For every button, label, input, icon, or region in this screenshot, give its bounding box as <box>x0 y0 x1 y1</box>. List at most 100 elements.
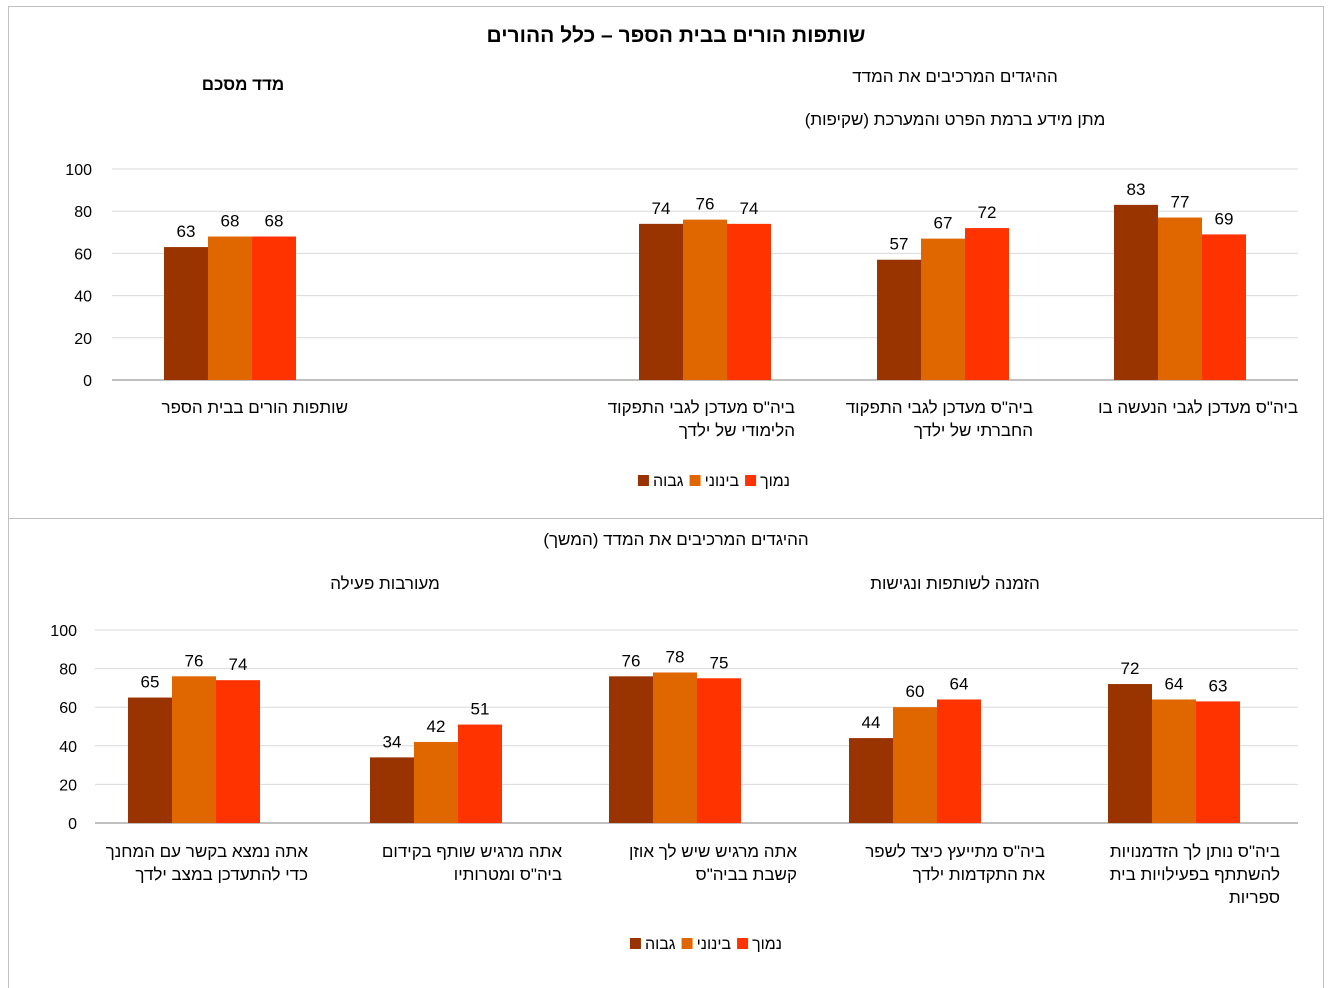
section-label: ההיגדים המרכיבים את המדד <box>852 67 1058 86</box>
bar-low <box>937 699 981 823</box>
legend-label-low: נמוך <box>752 936 782 953</box>
summary-label: מדד מסכם <box>202 75 285 94</box>
legend-swatch-high <box>637 475 649 486</box>
legend-swatch-low <box>745 475 757 486</box>
bar-high <box>877 259 921 380</box>
legend-swatch-medium <box>681 938 693 949</box>
data-label: 74 <box>229 655 248 674</box>
bar-medium <box>208 236 252 380</box>
bar-low <box>252 236 296 380</box>
bar-high <box>128 697 172 823</box>
y-tick-label: 60 <box>74 246 92 263</box>
data-label: 63 <box>1209 676 1228 695</box>
data-label: 42 <box>427 717 446 736</box>
data-label: 76 <box>696 195 715 214</box>
y-tick-label: 40 <box>59 739 77 756</box>
bar-high <box>849 738 893 823</box>
y-tick-label: 20 <box>74 331 92 348</box>
data-label: 60 <box>906 682 925 701</box>
top-legend: נמוך בינוני גבוה <box>637 473 790 490</box>
y-tick-label: 40 <box>74 289 92 306</box>
data-label: 76 <box>622 651 641 670</box>
bar-high <box>639 223 683 380</box>
legend-swatch-high <box>629 938 641 949</box>
bottom-legend: נמוך בינוני גבוה <box>629 936 782 953</box>
y-tick-label: 100 <box>65 162 92 179</box>
bar-medium <box>172 676 216 823</box>
data-label: 83 <box>1127 180 1146 199</box>
legend-swatch-low <box>737 938 749 949</box>
bar-high <box>1114 204 1158 380</box>
data-label: 65 <box>141 673 160 692</box>
data-label: 75 <box>710 653 729 672</box>
bar-medium <box>893 707 937 823</box>
bar-medium <box>1152 699 1196 823</box>
bar-medium <box>653 672 697 823</box>
bottom-bar-chart: 0 20 40 60 80 100 72 64 63 ביה"ס נותן לך הזדמנויו… <box>50 623 1298 907</box>
data-label: 63 <box>177 222 196 241</box>
data-label: 74 <box>652 199 671 218</box>
top-bar-chart: 0 20 40 60 80 100 83 77 69 ביה"ס מעדכן לגבי הנעשה… <box>65 162 1298 440</box>
data-label: 72 <box>978 203 997 222</box>
legend-label-low: נמוך <box>760 473 790 490</box>
group-label-invitation: הזמנה לשותפות ונגישות <box>870 574 1040 593</box>
chart-title: שותפות הורים בבית הספר – כלל ההורים <box>487 24 866 47</box>
subsection-label: מתן מידע ברמת הפרט והמערכת (שקיפות) <box>805 110 1106 129</box>
bar-low <box>216 680 260 823</box>
bar-medium <box>414 741 458 823</box>
category-label: הלימודי של ילדך <box>679 421 795 440</box>
y-tick-label: 80 <box>59 662 77 679</box>
category-label: ביה"ס מתייעץ כיצד לשפר <box>865 842 1045 861</box>
category-label: ספריות <box>1229 888 1280 907</box>
bar-high <box>1108 684 1152 823</box>
bar-low <box>1196 701 1240 823</box>
data-label: 51 <box>471 700 490 719</box>
data-label: 77 <box>1171 193 1190 212</box>
bar-high <box>370 757 414 823</box>
bar-high <box>609 676 653 823</box>
bar-low <box>458 724 502 823</box>
category-label: אתה מרגיש שותף בקידום <box>382 842 562 861</box>
data-label: 64 <box>950 674 969 693</box>
y-tick-label: 80 <box>74 204 92 221</box>
category-label: ביה"ס ומטרותיו <box>454 865 562 884</box>
legend-label-medium: בינוני <box>705 473 740 490</box>
legend-label-medium: בינוני <box>697 936 732 953</box>
bar-high <box>164 247 208 380</box>
y-tick-label: 20 <box>59 777 77 794</box>
data-label: 72 <box>1121 659 1140 678</box>
legend-swatch-medium <box>689 475 701 486</box>
bar-low <box>697 678 741 823</box>
y-tick-label: 0 <box>83 373 92 390</box>
bar-low <box>965 228 1009 380</box>
data-label: 68 <box>265 212 284 231</box>
category-label: שותפות הורים בבית הספר <box>161 398 348 417</box>
category-label: החברתי של ילדך <box>914 421 1033 440</box>
category-label: קשבת בביה"ס <box>696 865 797 884</box>
category-label: את התקדמות ילדך <box>913 865 1046 884</box>
category-label: להשתתף בפעילויות בית <box>1110 865 1280 884</box>
category-label: ביה"ס מעדכן לגבי התפקוד <box>608 398 795 417</box>
data-label: 68 <box>221 212 240 231</box>
data-label: 64 <box>1165 674 1184 693</box>
section-label-continued: ההיגדים המרכיבים את המדד (המשך) <box>543 530 808 549</box>
category-label: ביה"ס מעדכן לגבי הנעשה בו <box>1098 398 1298 417</box>
group-label-active-involvement: מעורבות פעילה <box>330 574 440 593</box>
data-label: 57 <box>890 235 909 254</box>
legend-label-high: גבוה <box>645 936 676 953</box>
bar-medium <box>1158 217 1202 380</box>
data-label: 67 <box>934 214 953 233</box>
bar-medium <box>921 238 965 380</box>
data-label: 74 <box>740 199 759 218</box>
data-label: 44 <box>862 713 881 732</box>
category-label: כדי להתעדכן במצב ילדך <box>135 865 308 884</box>
data-label: 69 <box>1215 209 1234 228</box>
data-label: 76 <box>185 651 204 670</box>
bar-medium <box>683 219 727 380</box>
bar-low <box>1202 234 1246 380</box>
data-label: 34 <box>383 732 402 751</box>
y-tick-label: 60 <box>59 700 77 717</box>
bar-low <box>727 223 771 380</box>
category-label: אתה נמצא בקשר עם המחנך <box>106 842 309 861</box>
